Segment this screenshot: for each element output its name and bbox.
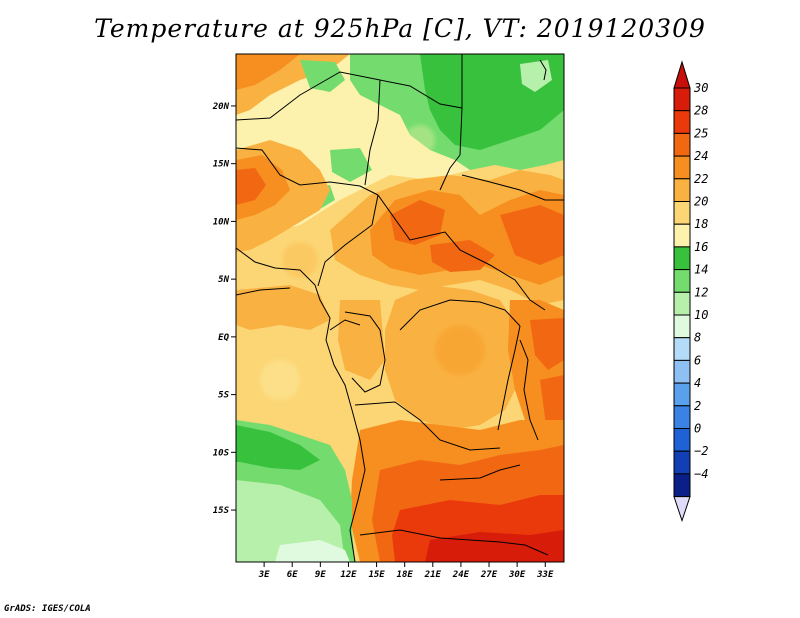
colorbar-label: 20 [694, 195, 708, 209]
colorbar-swatch [673, 178, 691, 203]
lon-tick-label: 6E [287, 570, 298, 580]
colorbar-label: 14 [694, 263, 708, 277]
colorbar-label: 2 [694, 399, 701, 413]
map-frame [235, 53, 565, 563]
colorbar-swatch [673, 314, 691, 339]
colorbar-swatch [673, 223, 691, 248]
lon-tick-label: 3E [258, 570, 270, 580]
lat-tick-label: 5N [218, 275, 229, 285]
lon-tick-label: 30E [508, 570, 526, 580]
colorbar-swatch [673, 269, 691, 293]
longitude-axis: 3E 6E 9E 12E 15E 18E 21E 24E 27E 30E 33E [258, 562, 554, 580]
lon-tick-label: 18E [397, 570, 414, 580]
colorbar-swatch [673, 382, 691, 407]
lon-tick-label: 9E [315, 570, 326, 580]
colorbar-label: 6 [694, 353, 701, 367]
lon-tick-label: 12E [340, 570, 357, 580]
colorbar-label: 8 [694, 331, 701, 345]
colorbar-swatch [673, 428, 691, 452]
lat-tick-label: 15S [213, 506, 230, 516]
colorbar-swatch [673, 132, 691, 157]
lat-tick-label: 10N [213, 217, 230, 227]
grads-credit: GrADS: IGES/COLA [4, 604, 91, 614]
lat-tick-label: 10S [213, 448, 230, 458]
lon-tick-label: 21E [424, 570, 442, 580]
colorbar-label: 22 [694, 172, 708, 186]
colorbar-label: 25 [694, 126, 708, 140]
lon-tick-label: 24E [452, 570, 470, 580]
colorbar-label: −4 [694, 467, 708, 481]
colorbar-label: 24 [694, 149, 708, 163]
colorbar-swatch [673, 405, 691, 429]
colorbar-swatch [673, 473, 691, 498]
lat-tick-label: 20N [212, 102, 230, 112]
lat-tick-label: 15N [213, 160, 230, 170]
colorbar-label: 12 [694, 285, 708, 299]
texture-overlay [260, 125, 485, 400]
colorbar-swatch [673, 155, 691, 180]
lon-tick-label: 27E [480, 570, 498, 580]
lat-tick-label: EQ [218, 333, 229, 343]
colorbar-swatch [673, 110, 691, 134]
map-title: Temperature at 925hPa [C], VT: 201912030… [94, 14, 706, 43]
colorbar-label: −2 [694, 444, 708, 458]
colorbar-label: 16 [694, 240, 708, 254]
lon-tick-label: 15E [368, 570, 385, 580]
country-borders [236, 54, 564, 562]
colorbar-label: 4 [694, 376, 701, 390]
colorbar-label: 0 [694, 422, 701, 436]
lon-tick-label: 33E [536, 570, 554, 580]
colorbar-label: 18 [694, 217, 708, 231]
colorbar-label: 28 [694, 104, 708, 118]
latitude-axis: 20N 15N 10N 5N EQ 5S 10S 15S [212, 102, 236, 516]
colorbar-swatch [673, 359, 691, 384]
colorbar-swatch [673, 450, 691, 475]
colorbar-swatch [673, 201, 691, 225]
colorbar-swatch [673, 337, 691, 361]
colorbar-swatch [673, 87, 691, 112]
colorbar-label: 10 [694, 308, 708, 322]
colorbar-swatch [673, 291, 691, 316]
lat-tick-label: 5S [218, 391, 229, 401]
temperature-field [236, 54, 564, 562]
colorbar-bottom-arrow [673, 496, 691, 523]
colorbar-label: 30 [693, 81, 708, 95]
colorbar-top-arrow [673, 60, 691, 89]
colorbar-swatch [673, 246, 691, 271]
